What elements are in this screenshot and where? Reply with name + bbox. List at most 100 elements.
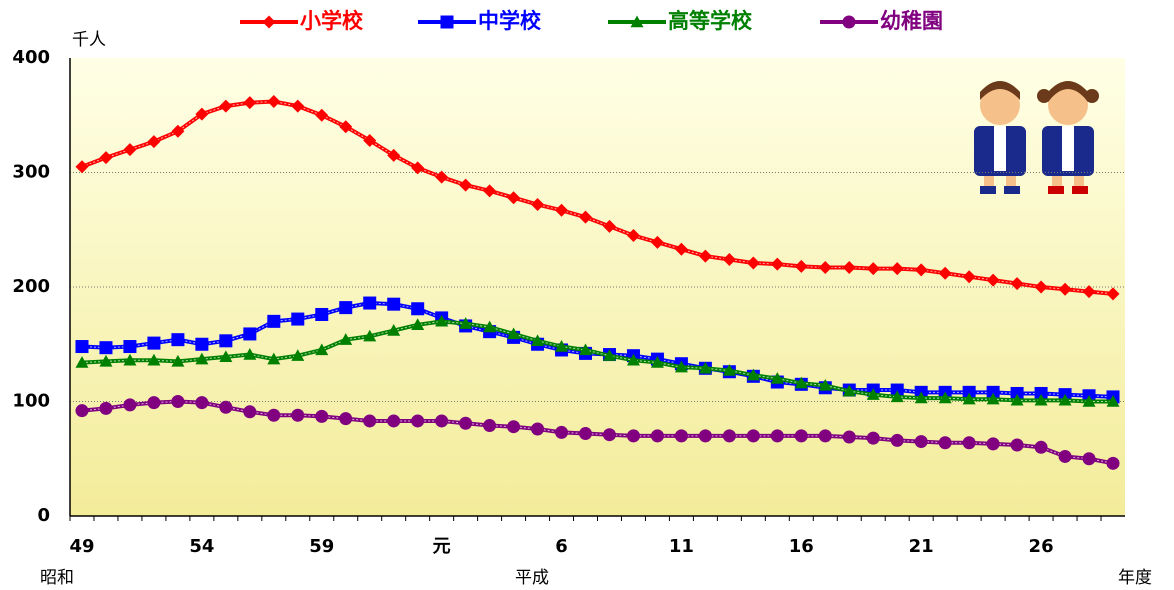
legend-marker xyxy=(440,15,454,29)
data-point xyxy=(243,96,257,110)
data-point xyxy=(339,333,353,345)
data-point xyxy=(507,327,521,340)
data-point xyxy=(219,334,233,348)
data-point xyxy=(1010,438,1024,452)
data-point xyxy=(842,261,856,275)
y-tick-label: 200 xyxy=(12,276,50,297)
data-point xyxy=(890,390,904,403)
data-point xyxy=(626,353,640,366)
data-point xyxy=(435,414,449,428)
legend-marker xyxy=(630,15,644,28)
data-point xyxy=(147,396,161,410)
data-point xyxy=(267,314,281,328)
data-point xyxy=(75,340,89,354)
data-point xyxy=(147,353,161,366)
data-point xyxy=(986,273,1000,287)
x-tick-label: 6 xyxy=(555,536,568,557)
data-point xyxy=(291,312,305,326)
data-point xyxy=(435,170,449,184)
data-point xyxy=(1058,393,1072,406)
data-point xyxy=(195,352,209,365)
data-point xyxy=(339,412,353,426)
data-point xyxy=(890,433,904,447)
data-point xyxy=(387,324,401,336)
data-point xyxy=(291,99,305,113)
data-point xyxy=(794,259,808,273)
data-point xyxy=(842,430,856,444)
data-point xyxy=(171,124,185,138)
data-point xyxy=(123,398,137,412)
data-point xyxy=(99,401,113,415)
data-point xyxy=(99,341,113,355)
data-point xyxy=(483,320,497,333)
data-point xyxy=(722,364,736,376)
data-point xyxy=(842,384,856,397)
data-point xyxy=(195,337,209,351)
data-point xyxy=(531,198,545,212)
data-point xyxy=(962,385,976,399)
data-point xyxy=(219,400,233,414)
data-point xyxy=(938,391,952,404)
data-point xyxy=(339,301,353,315)
data-point xyxy=(579,427,593,441)
data-point xyxy=(411,318,425,330)
data-point xyxy=(602,349,616,361)
data-point xyxy=(123,340,137,354)
data-point xyxy=(579,343,593,356)
children-illustration xyxy=(974,81,1099,194)
data-point xyxy=(99,151,113,165)
data-point xyxy=(1034,440,1048,454)
data-point xyxy=(387,414,401,428)
legend-label: 高等学校 xyxy=(668,9,753,33)
era-label: 平成 xyxy=(515,568,549,588)
data-point xyxy=(962,436,976,450)
data-point xyxy=(555,203,569,217)
y-tick-label: 400 xyxy=(12,47,50,68)
data-point xyxy=(770,429,784,443)
legend-marker xyxy=(842,15,856,29)
data-point xyxy=(315,409,329,423)
data-point xyxy=(962,392,976,405)
data-point xyxy=(147,336,161,350)
data-point xyxy=(171,354,185,367)
data-point xyxy=(866,262,880,276)
data-point xyxy=(555,425,569,439)
data-point xyxy=(674,429,688,443)
data-point xyxy=(794,429,808,443)
data-point xyxy=(986,437,1000,451)
data-point xyxy=(914,391,928,404)
data-point xyxy=(579,210,593,224)
data-point xyxy=(363,329,377,342)
data-point xyxy=(1082,395,1096,407)
data-point xyxy=(507,191,521,205)
data-point xyxy=(1082,452,1096,466)
x-tick-label: 元 xyxy=(433,536,451,557)
data-point xyxy=(219,99,233,113)
y-tick-label: 300 xyxy=(12,162,50,183)
data-point xyxy=(626,429,640,443)
data-point xyxy=(267,408,281,422)
data-point xyxy=(1058,282,1072,296)
data-point xyxy=(1106,456,1120,470)
data-point xyxy=(626,228,640,242)
data-point xyxy=(267,95,281,109)
y-unit: 千人 xyxy=(72,30,106,50)
data-point xyxy=(291,349,305,361)
data-point xyxy=(794,376,808,389)
data-point xyxy=(507,420,521,434)
data-point xyxy=(411,161,425,175)
data-point xyxy=(770,257,784,271)
data-point xyxy=(171,333,185,347)
data-point xyxy=(483,184,497,198)
data-point xyxy=(698,361,712,374)
data-point xyxy=(243,405,257,419)
data-point xyxy=(1058,449,1072,463)
data-point xyxy=(219,350,233,363)
data-point xyxy=(890,262,904,276)
data-point xyxy=(123,143,137,157)
x-tick-label: 21 xyxy=(909,536,934,557)
data-point xyxy=(411,414,425,428)
data-point xyxy=(650,356,664,368)
data-point xyxy=(698,249,712,263)
